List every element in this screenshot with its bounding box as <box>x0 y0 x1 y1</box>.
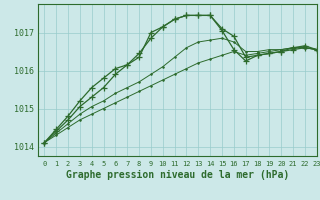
X-axis label: Graphe pression niveau de la mer (hPa): Graphe pression niveau de la mer (hPa) <box>66 170 289 180</box>
